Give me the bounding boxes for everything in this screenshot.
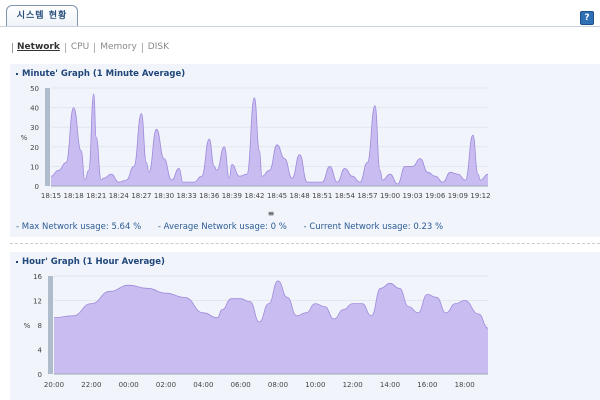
x-tick-label: 18:36: [199, 192, 220, 200]
x-tick-label: 18:18: [64, 192, 84, 200]
x-tick-label: 10:00: [305, 381, 325, 389]
x-tick-label: 18:21: [86, 192, 106, 200]
subnav-separator: [141, 43, 143, 53]
x-axis-marker-icon: ≡: [268, 209, 275, 218]
subnav-item-network[interactable]: Network: [17, 42, 60, 52]
series-area: [51, 93, 488, 186]
x-tick-label: 18:51: [312, 192, 332, 200]
x-tick-label: 16:00: [417, 381, 437, 389]
x-tick-label: 12:00: [343, 381, 363, 389]
bullet-icon: [16, 72, 18, 75]
series-line: [53, 280, 489, 329]
y-tick-label: 50: [30, 85, 39, 93]
y-tick-label: 10: [30, 163, 39, 171]
x-tick-label: 02:00: [156, 381, 176, 389]
y-axis-label: %: [21, 134, 28, 142]
y-axis-bar: [45, 88, 50, 186]
x-tick-label: 04:00: [193, 381, 213, 389]
x-tick-label: 18:33: [177, 192, 197, 200]
x-tick-label: 18:48: [290, 192, 310, 200]
minute-graph-panel: [10, 64, 600, 237]
y-tick-label: 0: [35, 183, 39, 191]
series-area: [54, 280, 488, 374]
x-tick-label: 22:00: [81, 381, 101, 389]
network-stats: - Max Network usage: 5.64 % - Average Ne…: [16, 222, 457, 232]
subnav: Network CPU Memory DISK: [12, 42, 169, 54]
x-tick-label: 19:06: [425, 192, 446, 200]
x-tick-label: 08:00: [268, 381, 288, 389]
x-tick-label: 18:54: [335, 192, 356, 200]
hour-chart: 0 4 8 12 16% 20:00 22:00 00:00 02:00 04:00 06:00 08…: [24, 273, 489, 389]
y-tick-label: 16: [33, 273, 42, 281]
y-tick-label: 4: [38, 347, 43, 355]
x-tick-label: 14:00: [380, 381, 400, 389]
x-tick-label: 18:24: [109, 192, 130, 200]
x-tick-label: 19:03: [403, 192, 423, 200]
x-tick-label: 18:00: [455, 381, 475, 389]
help-icon[interactable]: ?: [580, 11, 594, 25]
y-tick-label: 12: [33, 298, 42, 306]
x-tick-label: 18:27: [131, 192, 151, 200]
subnav-item-memory[interactable]: Memory: [100, 42, 137, 52]
x-tick-label: 18:15: [41, 192, 61, 200]
x-tick-label: 19:09: [448, 192, 468, 200]
bullet-icon: [16, 260, 18, 263]
y-tick-label: 8: [38, 322, 42, 330]
y-axis-bar: [48, 276, 53, 374]
x-tick-label: 06:00: [231, 381, 251, 389]
x-tick-label: 00:00: [119, 381, 139, 389]
subnav-item-disk[interactable]: DISK: [147, 42, 169, 52]
y-tick-label: 0: [38, 371, 42, 379]
header: 시스템 현황 ?: [0, 0, 600, 28]
stat-max-usage: - Max Network usage: 5.64 %: [16, 222, 142, 232]
header-divider: [0, 26, 600, 27]
tab-system-status[interactable]: 시스템 현황: [6, 5, 78, 27]
x-tick-label: 19:12: [470, 192, 490, 200]
y-axis-label: %: [24, 322, 31, 330]
section-divider: [10, 243, 600, 244]
y-tick-label: 20: [30, 144, 39, 152]
x-tick-label: 18:57: [357, 192, 377, 200]
stat-average-usage: - Average Network usage: 0 %: [157, 222, 287, 232]
subnav-item-cpu[interactable]: CPU: [70, 42, 90, 52]
subnav-separator: [94, 43, 96, 53]
subnav-marker: [12, 43, 13, 53]
minute-graph-title: Minute' Graph (1 Minute Average): [16, 69, 185, 79]
x-tick-label: 18:45: [267, 192, 287, 200]
x-tick-label: 18:39: [222, 192, 242, 200]
stat-current-usage: - Current Network usage: 0.23 %: [303, 222, 444, 232]
minute-graph-title-text: Minute' Graph (1 Minute Average): [22, 69, 186, 79]
y-tick-label: 30: [30, 124, 39, 132]
subnav-separator: [64, 43, 66, 53]
hour-graph-title-text: Hour' Graph (1 Hour Average): [22, 257, 165, 267]
x-tick-label: 19:00: [380, 192, 400, 200]
series-line: [50, 93, 489, 185]
hour-graph-title: Hour' Graph (1 Hour Average): [16, 257, 165, 267]
x-tick-label: 18:30: [154, 192, 174, 200]
y-tick-label: 40: [30, 105, 39, 113]
x-tick-label: 18:42: [244, 192, 264, 200]
x-tick-label: 20:00: [44, 381, 64, 389]
